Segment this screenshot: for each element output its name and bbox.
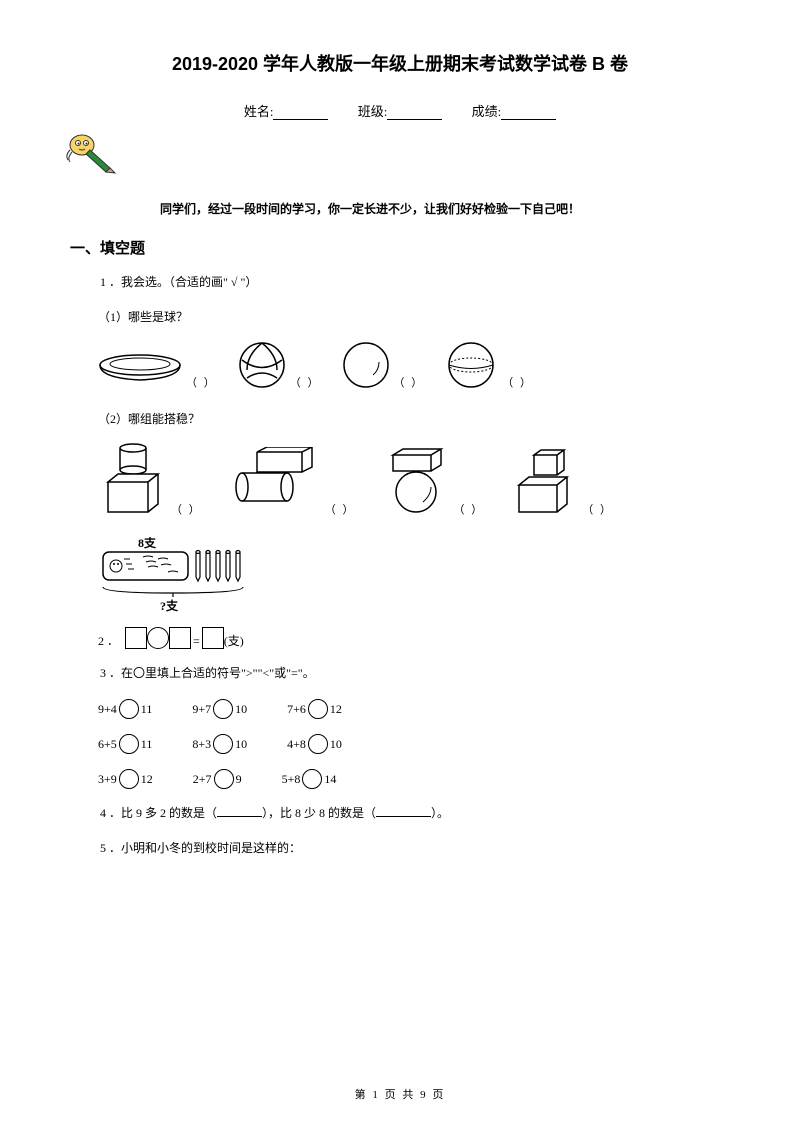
student-info: 姓名: 班级: 成绩: — [80, 101, 720, 120]
q1-blank[interactable]: （ ） — [582, 501, 613, 517]
expr: 10 — [235, 737, 247, 752]
q5-text: 5 ．小明和小冬的到校时间是这样的： — [100, 839, 720, 856]
op-blank[interactable] — [147, 627, 169, 649]
q1-blank[interactable]: （ ） — [171, 501, 202, 517]
expr: 5+8 — [282, 772, 301, 787]
q1-blank[interactable]: （ ） — [394, 374, 425, 390]
q3-row3: 3+9 12 2+7 9 5+8 14 — [98, 769, 720, 789]
expr: 9+4 — [98, 702, 117, 717]
compare-blank[interactable] — [308, 699, 328, 719]
q1-shapes-row1: （ ） （ ） （ ） （ ） — [98, 340, 720, 390]
compare-blank[interactable] — [119, 734, 139, 754]
q2-8-label: 8支 — [138, 537, 157, 550]
q1-blank[interactable]: （ ） — [186, 374, 217, 390]
box-blank[interactable] — [202, 627, 224, 649]
expr: 11 — [141, 737, 153, 752]
expr: 10 — [235, 702, 247, 717]
q2-equation: 2 ． = (支) — [98, 627, 720, 649]
score-blank[interactable] — [501, 119, 556, 120]
q1-shapes-row2: （ ） （ ） （ ） （ ） — [98, 442, 720, 517]
stack1-icon — [98, 442, 168, 517]
q2-suffix: (支) — [224, 632, 244, 649]
q1-blank[interactable]: （ ） — [290, 374, 321, 390]
sphere-icon — [444, 340, 499, 390]
expr: 12 — [330, 702, 342, 717]
name-label: 姓名: — [244, 104, 274, 119]
section-1-title: 一、填空题 — [70, 237, 720, 258]
expr: 9+7 — [192, 702, 211, 717]
expr: 14 — [324, 772, 336, 787]
q4-pre: 4 ．比 9 多 2 的数是（ — [100, 806, 217, 820]
stack2-icon — [227, 447, 322, 517]
class-blank[interactable] — [387, 119, 442, 120]
volleyball-icon — [237, 340, 287, 390]
compare-blank[interactable] — [308, 734, 328, 754]
q1-sub2: （2）哪组能搭稳？ — [98, 410, 720, 427]
expr: 12 — [141, 772, 153, 787]
q3-row2: 6+5 11 8+3 10 4+8 10 — [98, 734, 720, 754]
q2-q-label: ?支 — [160, 598, 179, 613]
expr: 2+7 — [193, 772, 212, 787]
q1-sub1: （1）哪些是球？ — [98, 308, 720, 325]
compare-blank[interactable] — [119, 769, 139, 789]
compare-blank[interactable] — [302, 769, 322, 789]
intro-text: 同学们，经过一段时间的学习，你一定长进不少，让我们好好检验一下自己吧！ — [160, 200, 720, 217]
box-blank[interactable] — [169, 627, 191, 649]
q1-blank[interactable]: （ ） — [502, 374, 533, 390]
q4-post: ）。 — [431, 806, 449, 820]
circle-icon — [341, 340, 391, 390]
q3-text: 3 ．在〇里填上合适的符号">""<"或"="。 — [100, 664, 720, 681]
expr: 11 — [141, 702, 153, 717]
pencil-icon — [60, 130, 720, 185]
page-title: 2019-2020 学年人教版一年级上册期末考试数学试卷 B 卷 — [80, 50, 720, 76]
page-footer: 第 1 页 共 9 页 — [0, 1086, 800, 1102]
compare-blank[interactable] — [213, 699, 233, 719]
class-label: 班级: — [358, 104, 388, 119]
expr: 8+3 — [192, 737, 211, 752]
expr: 9 — [236, 772, 242, 787]
expr: 3+9 — [98, 772, 117, 787]
expr: 10 — [330, 737, 342, 752]
box-blank[interactable] — [125, 627, 147, 649]
name-blank[interactable] — [273, 119, 328, 120]
compare-blank[interactable] — [213, 734, 233, 754]
plate-icon — [98, 350, 183, 390]
fill-blank[interactable] — [217, 816, 262, 817]
stack3-icon — [381, 447, 451, 517]
score-label: 成绩: — [472, 104, 502, 119]
q4-text: 4 ．比 9 多 2 的数是（ ），比 8 少 8 的数是（ ）。 — [100, 804, 720, 821]
fill-blank[interactable] — [376, 816, 431, 817]
q1-text: 1 ．我会选。（合适的画" √ "） — [100, 273, 720, 290]
expr: 4+8 — [287, 737, 306, 752]
compare-blank[interactable] — [214, 769, 234, 789]
q4-mid: ），比 8 少 8 的数是（ — [262, 806, 376, 820]
q3-row1: 9+4 11 9+7 10 7+6 12 — [98, 699, 720, 719]
q1-blank[interactable]: （ ） — [325, 501, 356, 517]
compare-blank[interactable] — [119, 699, 139, 719]
stack4-icon — [509, 447, 579, 517]
q1-blank[interactable]: （ ） — [454, 501, 485, 517]
q2-figure: 8支 ?支 — [98, 537, 720, 622]
expr: 6+5 — [98, 737, 117, 752]
q2-num: 2 ． — [98, 632, 119, 649]
expr: 7+6 — [287, 702, 306, 717]
